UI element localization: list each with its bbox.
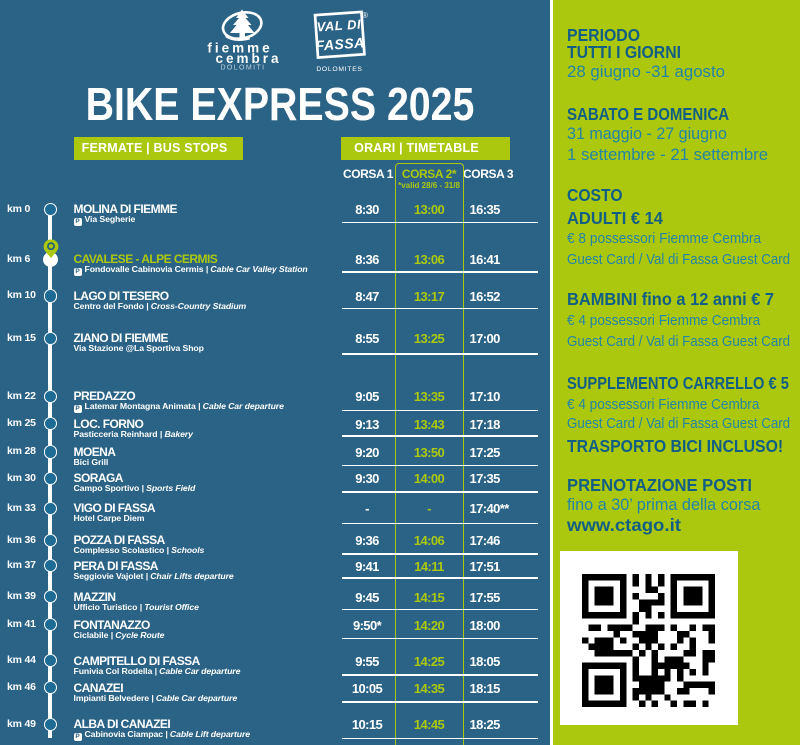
svg-text:cembra: cembra [215, 51, 281, 66]
svg-text:®: ® [362, 11, 368, 20]
svg-text:FASSA: FASSA [315, 34, 365, 53]
svg-text:DOLOMITI: DOLOMITI [220, 65, 265, 71]
svg-text:fiemme: fiemme [207, 41, 272, 56]
svg-text:VAL DI: VAL DI [316, 16, 361, 34]
svg-text:DOLOMITES: DOLOMITES [316, 66, 362, 73]
